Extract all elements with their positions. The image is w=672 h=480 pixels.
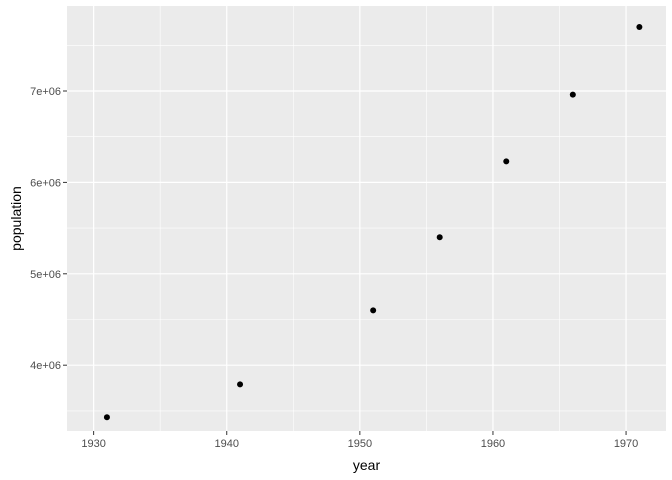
y-tick-label: 6e+06 bbox=[30, 177, 61, 189]
y-tick-label: 7e+06 bbox=[30, 86, 61, 98]
data-point bbox=[636, 24, 643, 31]
data-point bbox=[103, 414, 110, 421]
x-tick-label: 1960 bbox=[481, 438, 505, 450]
plot-panel bbox=[67, 6, 666, 431]
x-tick-label: 1970 bbox=[614, 438, 638, 450]
y-tick-label: 4e+06 bbox=[30, 360, 61, 372]
x-tick-label: 1930 bbox=[81, 438, 105, 450]
y-tick-label: 5e+06 bbox=[30, 269, 61, 281]
x-tick-label: 1940 bbox=[214, 438, 238, 450]
data-point bbox=[503, 158, 510, 165]
data-point bbox=[237, 381, 244, 388]
x-tick-label: 1950 bbox=[348, 438, 372, 450]
data-point bbox=[436, 234, 443, 241]
axis-tick-labels: 1930 1940 1950 1960 1970 4e+06 5e+06 6e+06 7e+06 bbox=[30, 86, 638, 450]
y-axis-title: population bbox=[8, 186, 24, 251]
major-gridlines bbox=[67, 6, 666, 431]
minor-gridlines bbox=[67, 6, 666, 431]
data-points bbox=[103, 24, 643, 421]
axis-ticks bbox=[63, 90, 627, 435]
data-point bbox=[370, 307, 377, 314]
data-point bbox=[569, 91, 576, 98]
x-axis-title: year bbox=[353, 457, 381, 473]
